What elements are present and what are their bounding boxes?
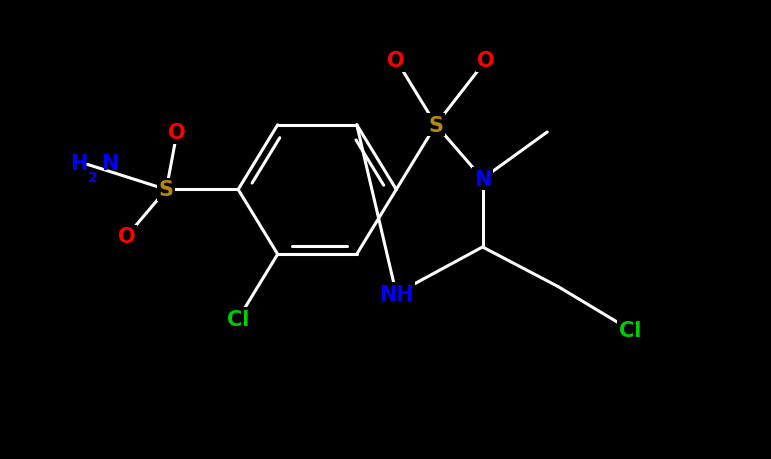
Text: 2: 2 [88,171,98,185]
Text: N: N [474,169,491,189]
Text: O: O [388,51,405,71]
Text: S: S [429,116,443,135]
Text: O: O [477,51,495,71]
Text: O: O [118,227,136,246]
Text: S: S [159,180,173,200]
Text: Cl: Cl [227,309,249,329]
Text: N: N [102,154,119,174]
Text: H: H [70,154,87,174]
Text: NH: NH [379,284,414,304]
Text: O: O [168,123,186,143]
Text: Cl: Cl [618,320,641,340]
